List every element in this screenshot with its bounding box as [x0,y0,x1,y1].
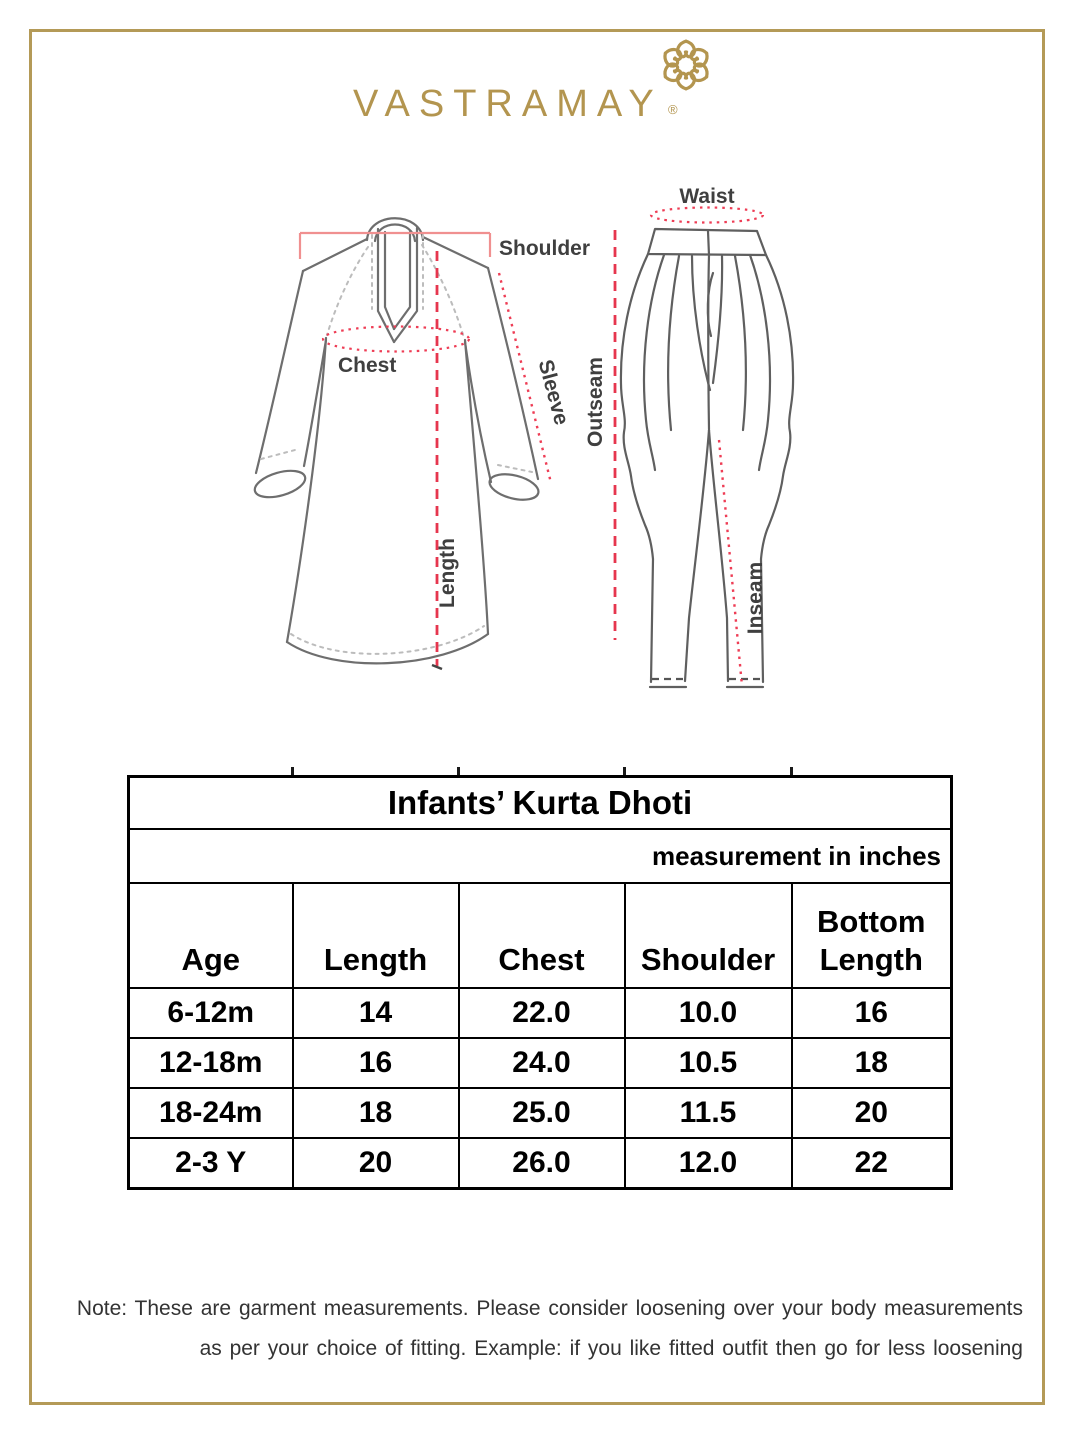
column-header-age: Age [127,882,294,989]
cell-shoulder: 10.5 [623,1037,793,1089]
kurta-chest-line [321,325,471,353]
cell-length: 14 [291,987,460,1039]
brand-logo-text: VASTRAMAY [353,83,663,125]
cell-bottom-length: 20 [790,1087,953,1139]
cell-shoulder: 12.0 [623,1137,793,1190]
kurta-length-label: Length [436,538,459,608]
cell-age: 18-24m [127,1087,294,1139]
cell-shoulder: 10.0 [623,987,793,1039]
cell-bottom-length: 16 [790,987,953,1039]
kurta-seam-stitches [260,234,533,655]
cell-age: 6-12m [127,987,294,1039]
dhoti-measurement-diagram: Waist Outseam Inseam [584,185,795,689]
kurta-measurement-diagram: Shoulder Chest Sleeve Length [253,217,590,671]
table-row: 12-18m 16 24.0 10.5 18 [127,1037,953,1089]
cell-bottom-length: 22 [790,1137,953,1190]
note-line-1: Note: These are garment measurements. Pl… [76,1297,1023,1320]
dhoti-inseam-label: Inseam [744,562,767,634]
cell-length: 16 [291,1037,460,1089]
table-row: 2-3 Y 20 26.0 12.0 22 [127,1137,953,1190]
cell-chest: 22.0 [457,987,626,1039]
column-header-chest: Chest [457,882,626,989]
kurta-outline [253,217,540,665]
registered-trademark-icon: ® [668,102,678,117]
table-unit-note: measurement in inches [127,828,953,884]
kurta-chest-label: Chest [338,354,396,377]
kurta-sleeve-label: Sleeve [534,357,573,427]
column-header-shoulder: Shoulder [623,882,793,989]
cell-length: 20 [291,1137,460,1190]
cell-bottom-length: 18 [790,1037,953,1089]
dhoti-outline [619,227,795,689]
cell-chest: 24.0 [457,1037,626,1089]
column-header-length: Length [291,882,460,989]
kurta-length-end-tick [431,663,443,671]
table-row: 6-12m 14 22.0 10.0 16 [127,987,953,1039]
note-line-2: as per your choice of fitting. Example: … [199,1337,1023,1360]
kurta-sleeve-line [497,272,553,484]
table-top-tick [790,767,793,776]
column-header-bottom-length: Bottom Length [790,882,953,989]
table-top-tick [291,767,294,776]
cell-age: 12-18m [127,1037,294,1089]
table-top-tick [457,767,460,776]
dhoti-outseam-label: Outseam [584,357,607,447]
dhoti-waist-label: Waist [679,185,734,208]
kurta-shoulder-line [298,231,492,259]
kurta-shoulder-label: Shoulder [499,237,590,260]
size-chart-table: Infants’ Kurta Dhoti measurement in inch… [127,775,953,1190]
cell-length: 18 [291,1087,460,1139]
cell-age: 2-3 Y [127,1137,294,1190]
table-title: Infants’ Kurta Dhoti [127,775,953,830]
cell-chest: 25.0 [457,1087,626,1139]
table-row: 18-24m 18 25.0 11.5 20 [127,1087,953,1139]
cell-chest: 26.0 [457,1137,626,1190]
cell-shoulder: 11.5 [623,1087,793,1139]
brand-ornament-icon [659,39,713,91]
table-top-tick [623,767,626,776]
dhoti-waist-line [649,206,765,224]
